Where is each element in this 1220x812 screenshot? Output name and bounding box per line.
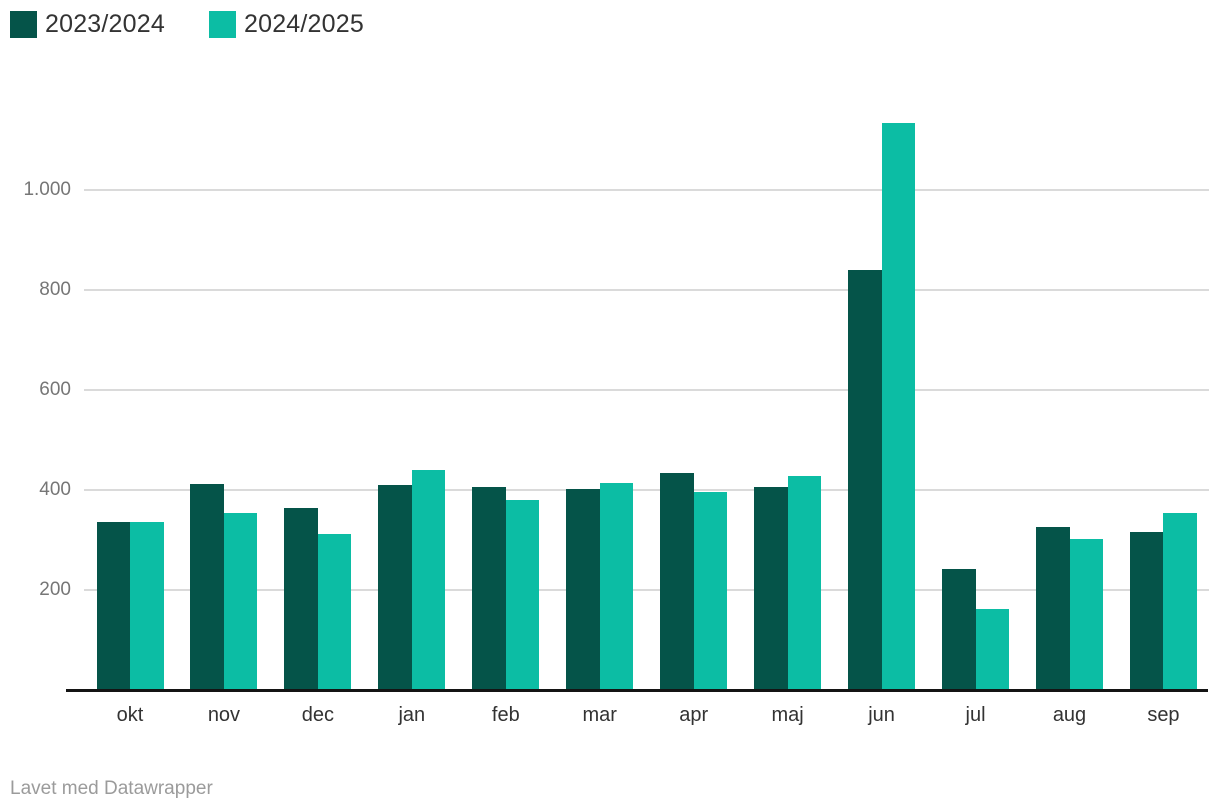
bar-2024-2025-feb — [505, 499, 540, 690]
bar-2024-2025-dec — [317, 534, 352, 690]
y-axis-label-200: 200 — [39, 579, 71, 600]
x-axis-label-sep: sep — [1147, 704, 1180, 726]
bar-2023-2024-jan — [378, 484, 412, 690]
x-axis-label-maj: maj — [771, 704, 804, 726]
legend-item-2023-2024: 2023/2024 — [10, 11, 165, 38]
gridline-400 — [84, 489, 1209, 491]
x-axis-label-mar: mar — [582, 704, 617, 726]
legend-swatch-2023-2024 — [10, 11, 37, 38]
x-axis-label-jun: jun — [868, 704, 895, 726]
bar-2023-2024-mar — [566, 488, 600, 690]
y-axis-label-400: 400 — [39, 479, 71, 500]
x-axis-line — [66, 688, 1208, 692]
bar-2024-2025-apr — [693, 492, 728, 690]
legend-label: 2023/2024 — [45, 10, 165, 38]
gridline-800 — [84, 289, 1209, 291]
x-axis-label-aug: aug — [1052, 704, 1087, 726]
bar-2023-2024-jun — [848, 270, 882, 690]
bar-2024-2025-nov — [223, 512, 258, 690]
bar-2023-2024-dec — [284, 508, 318, 690]
bar-2023-2024-aug — [1036, 527, 1070, 690]
bar-2024-2025-maj — [787, 475, 822, 690]
bar-2024-2025-jul — [975, 608, 1010, 690]
y-axis-label-600: 600 — [39, 379, 71, 400]
x-axis-label-dec: dec — [301, 704, 335, 726]
x-axis-label-apr: apr — [679, 704, 709, 726]
bar-2024-2025-sep — [1163, 512, 1197, 690]
bar-2023-2024-okt — [96, 521, 130, 690]
legend-item-2024-2025: 2024/2025 — [208, 10, 364, 38]
bar-2023-2024-feb — [472, 486, 506, 690]
gridline-600 — [84, 389, 1209, 391]
x-axis-label-nov: nov — [207, 704, 241, 726]
x-axis-label-okt: okt — [116, 704, 144, 726]
gridline-200 — [84, 589, 1209, 591]
x-axis-label-jan: jan — [398, 704, 426, 726]
bar-2023-2024-nov — [190, 483, 224, 690]
bar-2024-2025-jun — [881, 123, 916, 690]
datawrapper-attribution-link[interactable]: Lavet med Datawrapper — [10, 778, 213, 799]
legend-swatch-2024-2025 — [208, 11, 236, 38]
bar-2024-2025-jan — [411, 469, 446, 690]
x-axis-label-jul: jul — [965, 704, 986, 726]
bar-2023-2024-apr — [660, 472, 694, 690]
y-axis-label-800: 800 — [39, 279, 71, 300]
bar-2024-2025-aug — [1069, 539, 1103, 690]
bar-2023-2024-maj — [754, 486, 788, 690]
bar-2023-2024-jul — [942, 569, 976, 690]
legend-label: 2024/2025 — [243, 10, 364, 38]
gridline-1.000 — [84, 189, 1209, 191]
bar-2024-2025-okt — [130, 521, 164, 690]
y-axis-label-1.000: 1.000 — [23, 179, 71, 200]
bar-2024-2025-mar — [599, 482, 634, 690]
bar-2023-2024-sep — [1129, 531, 1164, 690]
legend: 2023/2024 2024/2025 — [10, 11, 364, 38]
x-axis-label-feb: feb — [491, 704, 520, 726]
